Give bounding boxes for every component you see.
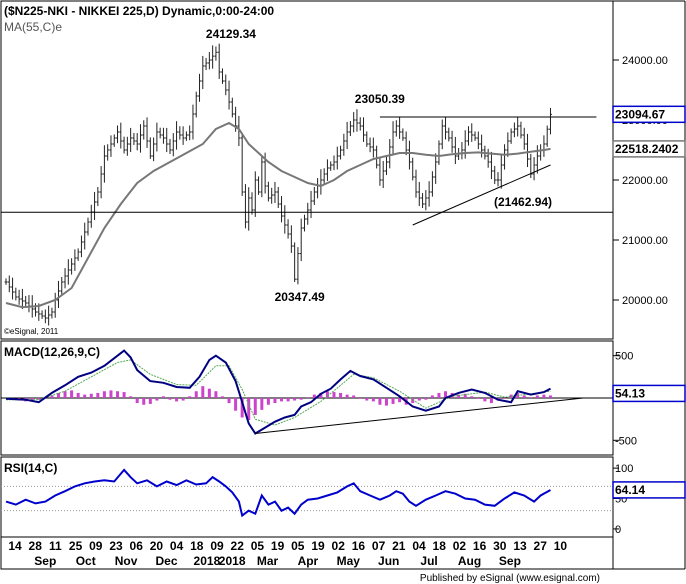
macd-last-label-box: [612, 384, 686, 403]
price-annotation: 23050.39: [355, 92, 405, 106]
macd-series-layer: 500 -500 54.13: [1, 349, 686, 447]
x-month-label: Sep: [34, 554, 56, 568]
macd-trendline: [255, 397, 584, 435]
x-day-label: 13: [513, 539, 527, 553]
x-month-label: Aug: [458, 554, 481, 568]
ma-indicator-label: MA(55,C)e: [4, 20, 62, 34]
x-day-label: 04: [412, 539, 426, 553]
rsi-title: RSI(14,C): [4, 461, 57, 475]
price-annotation: 20347.49: [275, 290, 325, 304]
x-day-label: 10: [554, 539, 568, 553]
rsi-line: [5, 468, 551, 518]
x-day-label: 04: [170, 539, 184, 553]
x-day-label: 16: [352, 539, 366, 553]
ma-value-label-text: 22518.2402: [615, 142, 679, 156]
rsi-y-tick-label: 100: [615, 463, 633, 475]
price-annotation: (21462.94): [494, 195, 552, 209]
x-day-label: 18: [433, 539, 447, 553]
esignal-watermark: ©eSignal, 2011: [4, 327, 59, 336]
x-day-label: 18: [190, 539, 204, 553]
price-annotation: 24129.34: [206, 27, 256, 41]
price-panel: [0, 0, 614, 340]
x-day-label: 02: [453, 539, 467, 553]
price-series-layer: 24000.0023000.0022000.0021000.0020000.00…: [1, 27, 686, 326]
rsi-panel: [0, 456, 614, 538]
macd-title: MACD(12,26,9,C): [4, 345, 100, 359]
x-day-label: 27: [534, 539, 548, 553]
x-month-label: Mar: [257, 554, 279, 568]
price-y-tick-label: 20000.00: [622, 295, 668, 307]
macd-y-tick-label: -500: [615, 435, 637, 447]
price-y-tick-label: 21000.00: [622, 235, 668, 247]
ma-value-label-box: [612, 140, 686, 158]
footer-credit: Published by eSignal (www.esignal.com): [420, 573, 600, 584]
last-price-label-box: [612, 105, 686, 124]
macd-last-label-text: 54.13: [615, 386, 645, 400]
x-day-label: 19: [311, 539, 325, 553]
x-day-label: 20: [150, 539, 164, 553]
x-month-label: 2018: [194, 554, 221, 568]
macd-line: [5, 349, 551, 435]
price-y-tick-label: 24000.00: [622, 55, 668, 67]
x-month-label: Jul: [420, 554, 437, 568]
x-month-label: Oct: [76, 554, 96, 568]
x-day-label: 09: [210, 539, 224, 553]
x-day-label: 07: [372, 539, 386, 553]
x-day-label: 05: [251, 539, 265, 553]
x-month-label: 2018: [219, 554, 246, 568]
x-day-label: 02: [332, 539, 346, 553]
x-day-label: 16: [473, 539, 487, 553]
x-month-label: Dec: [155, 554, 177, 568]
price-y-tick-label: 22000.00: [622, 175, 668, 187]
x-day-label: 19: [271, 539, 285, 553]
x-month-label: Sep: [499, 554, 521, 568]
x-month-label: Nov: [115, 554, 138, 568]
rsi-y-tick-label: 0: [615, 524, 621, 536]
x-day-label: 21: [392, 539, 406, 553]
x-day-label: 14: [8, 539, 22, 553]
x-month-label: May: [337, 554, 361, 568]
rising-trendline: [412, 164, 551, 226]
x-day-label: 23: [109, 539, 123, 553]
last-price-label-text: 23094.67: [615, 107, 665, 121]
x-day-label: 22: [231, 539, 245, 553]
macd-signal-line: [6, 359, 551, 426]
price-title: ($N225-NKI - NIKKEI 225,D) Dynamic,0:00-…: [4, 4, 274, 18]
x-day-label: 09: [89, 539, 103, 553]
x-day-label: 11: [49, 539, 62, 553]
x-axis-panel: [0, 536, 614, 570]
axis-labels-layer: 14 28 11 25 09 23 06 20 04 18 09 22 05 19 05 19 02 16 07 21…: [8, 539, 567, 568]
x-day-label: 25: [69, 539, 83, 553]
macd-y-tick-label: 500: [615, 351, 633, 363]
x-month-label: Apr: [298, 554, 319, 568]
x-day-label: 06: [130, 539, 144, 553]
x-day-label: 28: [29, 539, 43, 553]
x-day-label: 05: [291, 539, 305, 553]
x-day-label: 30: [493, 539, 507, 553]
x-month-label: Jun: [378, 554, 399, 568]
rsi-last-label-text: 64.14: [615, 483, 645, 497]
rsi-last-label-box: [612, 481, 686, 499]
